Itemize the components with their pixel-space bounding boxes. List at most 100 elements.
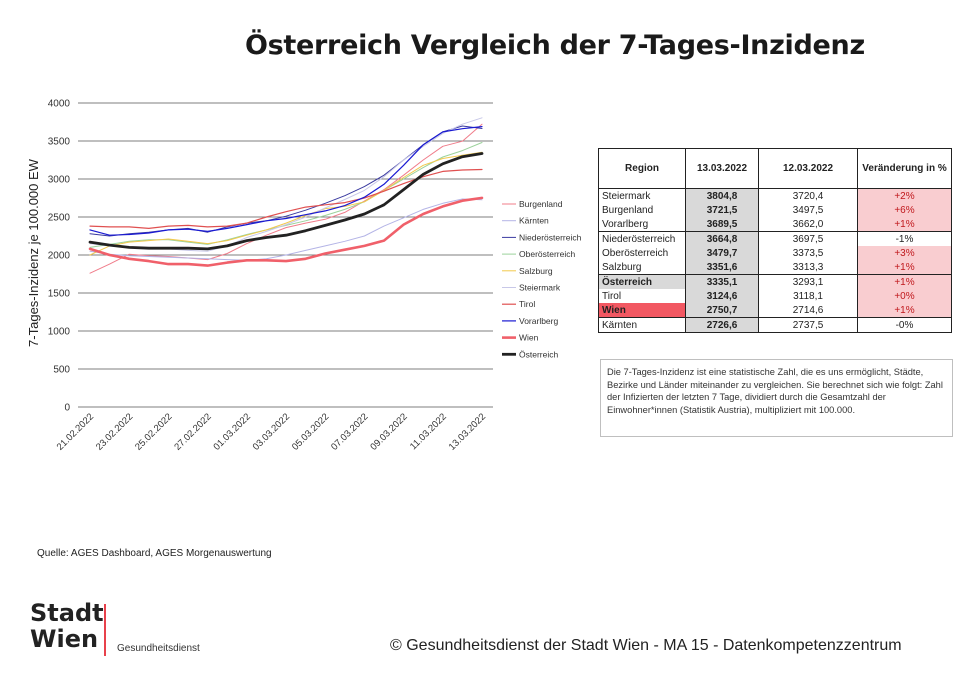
legend-label: Steiermark <box>519 283 561 293</box>
cell-value-current: 3804,8 <box>685 188 759 203</box>
cell-region: Burgenland <box>598 203 686 217</box>
cell-region: Salzburg <box>598 260 686 275</box>
y-tick-label: 500 <box>53 365 70 376</box>
source-note: Quelle: AGES Dashboard, AGES Morgenauswe… <box>37 548 272 559</box>
table-row: Oberösterreich 3479,7 3373,5 +3% <box>598 246 952 260</box>
legend-label: Burgenland <box>519 199 563 209</box>
x-tick-label: 27.02.2022 <box>172 411 213 452</box>
logo-divider <box>104 604 106 656</box>
cell-change: +1% <box>857 217 952 232</box>
legend-label: Vorarlberg <box>519 316 558 326</box>
x-tick-label: 09.03.2022 <box>368 411 409 452</box>
series-lines <box>88 117 484 274</box>
header-change: Veränderung in % <box>857 148 952 189</box>
table-row: Steiermark 3804,8 3720,4 +2% <box>598 188 952 203</box>
series-line-3 <box>89 125 483 237</box>
cell-value-current: 3335,1 <box>685 274 759 289</box>
cell-change: +1% <box>857 260 952 275</box>
incidence-table: Region 13.03.2022 12.03.2022 Veränderung… <box>598 148 952 333</box>
logo-line-1: Stadt <box>30 599 104 627</box>
y-tick-label: 3000 <box>48 175 71 186</box>
legend-label: Tirol <box>519 299 535 309</box>
x-tick-label: 23.02.2022 <box>94 411 135 452</box>
logo-subtitle: Gesundheitsdienst <box>117 643 200 654</box>
cell-region: Steiermark <box>598 188 686 203</box>
y-tick-label: 2500 <box>48 213 71 224</box>
cell-change: +6% <box>857 203 952 217</box>
legend: Burgenland Kärnten Niederösterreich Oberöst… <box>502 199 582 359</box>
cell-value-previous: 2714,6 <box>758 303 858 318</box>
series-line-1 <box>89 123 483 274</box>
header-date-1: 13.03.2022 <box>685 148 759 189</box>
series-line-10 <box>88 152 484 251</box>
cell-region: Niederösterreich <box>598 231 686 246</box>
page-title: Österreich Vergleich der 7-Tages-Inziden… <box>245 30 865 61</box>
cell-region: Wien <box>598 303 686 318</box>
x-tick-label: 13.03.2022 <box>447 411 488 452</box>
cell-value-current: 3351,6 <box>685 260 759 275</box>
cell-change: +1% <box>857 303 952 318</box>
y-tick-label: 1000 <box>48 327 71 338</box>
table-header-row: Region 13.03.2022 12.03.2022 Veränderung… <box>598 148 952 189</box>
cell-value-current: 3721,5 <box>685 203 759 217</box>
cell-change: +2% <box>857 188 952 203</box>
legend-label: Kärnten <box>519 216 549 226</box>
cell-value-current: 3124,6 <box>685 289 759 303</box>
y-tick-label: 1500 <box>48 289 71 300</box>
series-line-2 <box>89 198 483 261</box>
table-row: Tirol 3124,6 3118,1 +0% <box>598 289 952 303</box>
cell-value-current: 3689,5 <box>685 217 759 232</box>
x-tick-label: 03.03.2022 <box>251 411 292 452</box>
cell-value-current: 2750,7 <box>685 303 759 318</box>
legend-label: Salzburg <box>519 266 553 276</box>
series-line-7 <box>89 168 483 229</box>
series-line-6 <box>89 117 483 252</box>
table-row: Salzburg 3351,6 3313,3 +1% <box>598 260 952 275</box>
header-date-2: 12.03.2022 <box>758 148 858 189</box>
y-tick-labels: 0 500 1000 1500 2000 2500 3000 3500 4000 <box>48 99 71 414</box>
cell-value-previous: 3497,5 <box>758 203 858 217</box>
x-tick-label: 07.03.2022 <box>329 411 370 452</box>
stadt-wien-logo: Stadt Wien <box>30 600 104 652</box>
line-chart: 7-Tages-Inzidenz je 100.000 EW 0 500 1000 1… <box>26 99 582 453</box>
cell-change: +3% <box>857 246 952 260</box>
x-tick-label: 01.03.2022 <box>212 411 253 452</box>
series-line-8 <box>89 125 483 236</box>
cell-region: Oberösterreich <box>598 246 686 260</box>
cell-value-previous: 3293,1 <box>758 274 858 289</box>
legend-label: Oberösterreich <box>519 249 575 259</box>
cell-value-previous: 3720,4 <box>758 188 858 203</box>
cell-change: -1% <box>857 231 952 246</box>
cell-value-previous: 3118,1 <box>758 289 858 303</box>
cell-change: -0% <box>857 317 952 333</box>
y-tick-label: 4000 <box>48 99 71 110</box>
y-tick-label: 3500 <box>48 137 71 148</box>
x-tick-label: 11.03.2022 <box>408 411 449 452</box>
cell-value-current: 3664,8 <box>685 231 759 246</box>
series-line-9 <box>88 196 484 267</box>
cell-region: Tirol <box>598 289 686 303</box>
cell-region: Kärnten <box>598 317 686 333</box>
cell-value-previous: 3313,3 <box>758 260 858 275</box>
cell-value-current: 3479,7 <box>685 246 759 260</box>
legend-label: Wien <box>519 333 539 343</box>
table-row: Österreich 3335,1 3293,1 +1% <box>598 274 952 289</box>
x-tick-label: 21.02.2022 <box>55 411 96 452</box>
legend-label: Österreich <box>519 349 558 359</box>
x-tick-label: 05.03.2022 <box>290 411 331 452</box>
cell-change: +1% <box>857 274 952 289</box>
cell-value-previous: 2737,5 <box>758 317 858 333</box>
table-row: Burgenland 3721,5 3497,5 +6% <box>598 203 952 217</box>
series-line-4 <box>89 142 483 248</box>
copyright-note: © Gesundheitsdienst der Stadt Wien - MA … <box>390 637 902 654</box>
header-region: Region <box>598 148 686 189</box>
cell-value-previous: 3662,0 <box>758 217 858 232</box>
table-row: Wien 2750,7 2714,6 +1% <box>598 303 952 318</box>
table-row: Niederösterreich 3664,8 3697,5 -1% <box>598 231 952 246</box>
series-line-5 <box>89 151 483 256</box>
cell-value-current: 2726,6 <box>685 317 759 333</box>
legend-label: Niederösterreich <box>519 232 582 242</box>
table-row: Vorarlberg 3689,5 3662,0 +1% <box>598 217 952 232</box>
y-tick-label: 0 <box>64 403 70 414</box>
info-box: Die 7-Tages-Inzidenz ist eine statistisc… <box>600 359 953 437</box>
